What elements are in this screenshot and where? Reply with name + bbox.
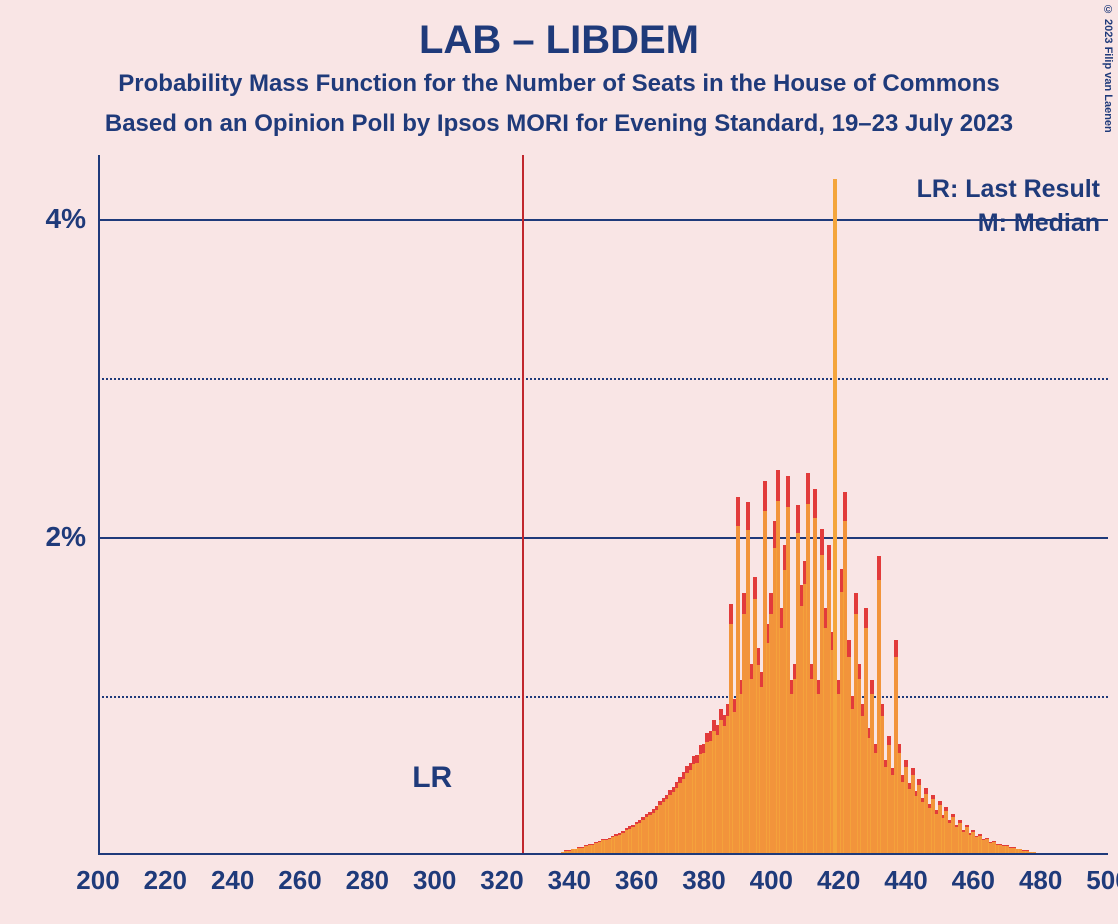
x-axis-line: [98, 853, 1108, 855]
x-tick-label: 260: [278, 865, 321, 896]
x-tick-label: 420: [817, 865, 860, 896]
x-tick-label: 220: [144, 865, 187, 896]
x-tick-label: 460: [952, 865, 995, 896]
x-tick-label: 280: [346, 865, 389, 896]
x-tick-label: 400: [750, 865, 793, 896]
x-tick-label: 360: [615, 865, 658, 896]
chart-subtitle-2: Based on an Opinion Poll by Ipsos MORI f…: [0, 110, 1118, 138]
x-tick-label: 380: [682, 865, 725, 896]
x-tick-label: 480: [1019, 865, 1062, 896]
chart-title: LAB – LIBDEM: [0, 18, 1118, 63]
pmf-bars: [98, 155, 1108, 855]
last-result-line: [522, 155, 524, 855]
x-tick-label: 300: [413, 865, 456, 896]
chart-root: © 2023 Filip van Laenen LAB – LIBDEM Pro…: [0, 0, 1118, 924]
plot-area: LR: Last Result M: Median LR: [98, 155, 1108, 855]
x-tick-label: 340: [548, 865, 591, 896]
legend-item: LR: Last Result: [917, 175, 1100, 204]
y-tick-label: 4%: [0, 203, 86, 235]
legend-item: M: Median: [978, 209, 1100, 238]
last-result-label: LR: [412, 761, 452, 795]
x-tick-label: 320: [480, 865, 523, 896]
y-tick-label: 2%: [0, 521, 86, 553]
x-tick-label: 440: [884, 865, 927, 896]
y-axis-line: [98, 155, 100, 855]
x-tick-label: 500: [1086, 865, 1118, 896]
chart-subtitle-1: Probability Mass Function for the Number…: [0, 70, 1118, 98]
pmf-bar: [833, 179, 837, 855]
x-tick-label: 200: [76, 865, 119, 896]
x-tick-label: 240: [211, 865, 254, 896]
